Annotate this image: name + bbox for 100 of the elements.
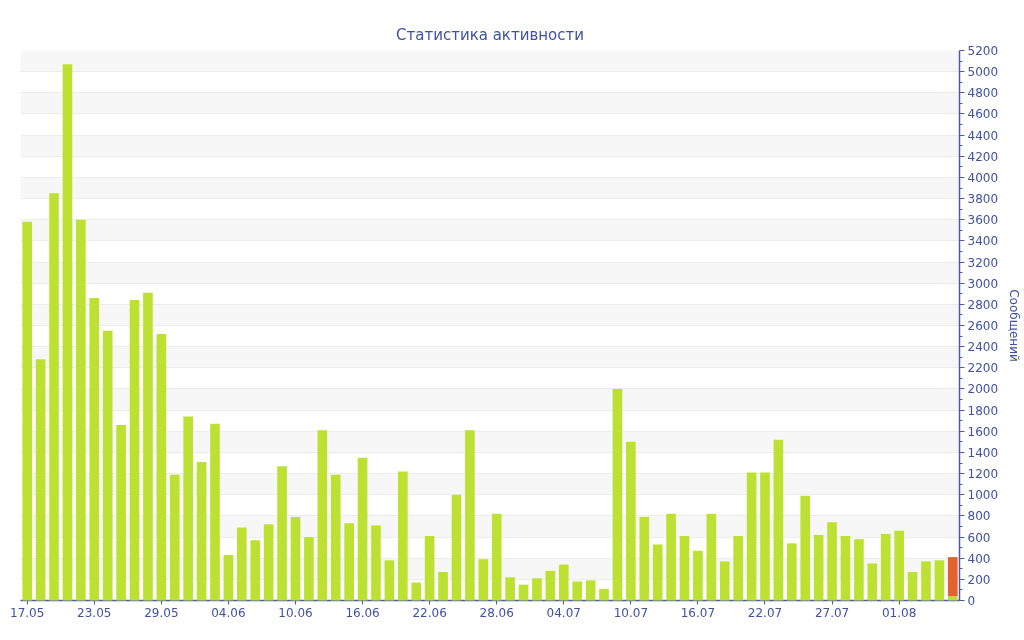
- bar: [719, 561, 730, 601]
- bar: [894, 530, 904, 601]
- y-tick-label: 4200: [967, 149, 999, 164]
- bar: [840, 535, 851, 601]
- bar: [746, 472, 757, 601]
- y-tick-label: 4800: [967, 86, 999, 101]
- y-tick-label: 0: [967, 594, 976, 608]
- x-tick-label: 28.06: [479, 605, 514, 620]
- x-tick-label: 10.07: [613, 605, 649, 620]
- bar: [626, 441, 636, 601]
- bar: [371, 525, 381, 601]
- y-tick-label: 1800: [967, 403, 999, 418]
- bar: [813, 534, 824, 601]
- chart-title: Статистика активности: [396, 25, 584, 44]
- bar: [786, 543, 797, 601]
- bar: [451, 494, 462, 601]
- y-tick-label: 2200: [967, 361, 999, 376]
- bar: [250, 540, 261, 601]
- bar: [49, 193, 59, 601]
- bar: [947, 596, 958, 601]
- bar: [397, 471, 408, 601]
- bar: [22, 221, 33, 601]
- bar: [558, 564, 569, 601]
- bar: [169, 474, 180, 601]
- bar: [62, 64, 73, 601]
- y-tick-label: 200: [967, 572, 991, 587]
- x-tick-label: 29.05: [144, 605, 179, 620]
- bar: [384, 560, 395, 601]
- y-tick-label: 2600: [967, 319, 999, 333]
- bar: [491, 513, 502, 601]
- bar: [612, 388, 623, 601]
- y-tick-label: 1000: [967, 488, 999, 503]
- bar: [800, 495, 811, 601]
- bar: [102, 330, 113, 601]
- bar: [223, 555, 234, 601]
- bar: [666, 513, 676, 601]
- x-tick-label: 16.06: [345, 605, 380, 620]
- y-tick-label: 800: [967, 509, 991, 524]
- bar: [706, 513, 717, 601]
- y-tick-label: 3600: [967, 213, 999, 228]
- bar: [304, 537, 314, 601]
- y-tick-label: 2800: [967, 297, 999, 312]
- bar: [827, 522, 837, 601]
- bar: [679, 535, 690, 601]
- x-tick-label: 27.07: [814, 605, 850, 620]
- x-tick-label: 17.05: [10, 605, 45, 620]
- bar: [733, 535, 743, 601]
- y-tick-label: 2400: [967, 340, 999, 355]
- bar: [518, 584, 529, 601]
- bar: [921, 561, 931, 601]
- bar: [424, 535, 435, 601]
- x-tick-label: 16.07: [680, 605, 716, 620]
- bar: [344, 523, 354, 601]
- bar: [357, 457, 368, 601]
- bar: [693, 550, 703, 601]
- bar: [585, 580, 596, 601]
- bar: [867, 563, 878, 601]
- bar: [35, 359, 46, 601]
- x-tick-label: 23.05: [77, 605, 112, 620]
- bar: [290, 516, 301, 601]
- x-tick-label: 22.06: [412, 605, 447, 620]
- bar: [545, 570, 556, 601]
- bar: [156, 333, 167, 601]
- bar: [317, 430, 328, 601]
- bar: [773, 439, 784, 601]
- y-tick-label: 1200: [967, 467, 999, 482]
- bar: [934, 560, 945, 601]
- y-tick-label: 5000: [967, 65, 999, 80]
- x-tick-label: 22.07: [747, 605, 783, 620]
- bar: [263, 524, 274, 601]
- y-tick-label: 4600: [967, 107, 999, 122]
- bar: [129, 300, 140, 601]
- bar: [196, 461, 207, 601]
- bar: [330, 474, 341, 601]
- bar: [639, 516, 650, 601]
- bar: [183, 416, 194, 601]
- bar: [237, 527, 247, 601]
- bar: [907, 571, 918, 601]
- bar: [438, 571, 448, 601]
- bar: [505, 577, 515, 601]
- bar: [465, 430, 475, 601]
- bar: [411, 582, 422, 601]
- y-tick-label: 1400: [967, 445, 999, 460]
- bar: [478, 559, 489, 601]
- bar: [76, 219, 86, 601]
- y-axis-title: Сообщений: [1007, 289, 1022, 362]
- bar: [210, 423, 220, 601]
- y-tick-label: 3000: [967, 276, 999, 291]
- y-tick-label: 4400: [967, 128, 999, 143]
- bar: [652, 544, 663, 601]
- bar: [89, 298, 100, 601]
- bar: [854, 539, 864, 601]
- x-tick-label: 10.06: [278, 605, 313, 620]
- y-tick-label: 3200: [967, 255, 999, 270]
- bar: [947, 557, 958, 597]
- bar: [599, 588, 609, 601]
- bar: [880, 533, 891, 601]
- y-tick-label: 4000: [967, 170, 999, 185]
- y-tick-label: 2000: [967, 382, 999, 397]
- bar: [532, 578, 542, 601]
